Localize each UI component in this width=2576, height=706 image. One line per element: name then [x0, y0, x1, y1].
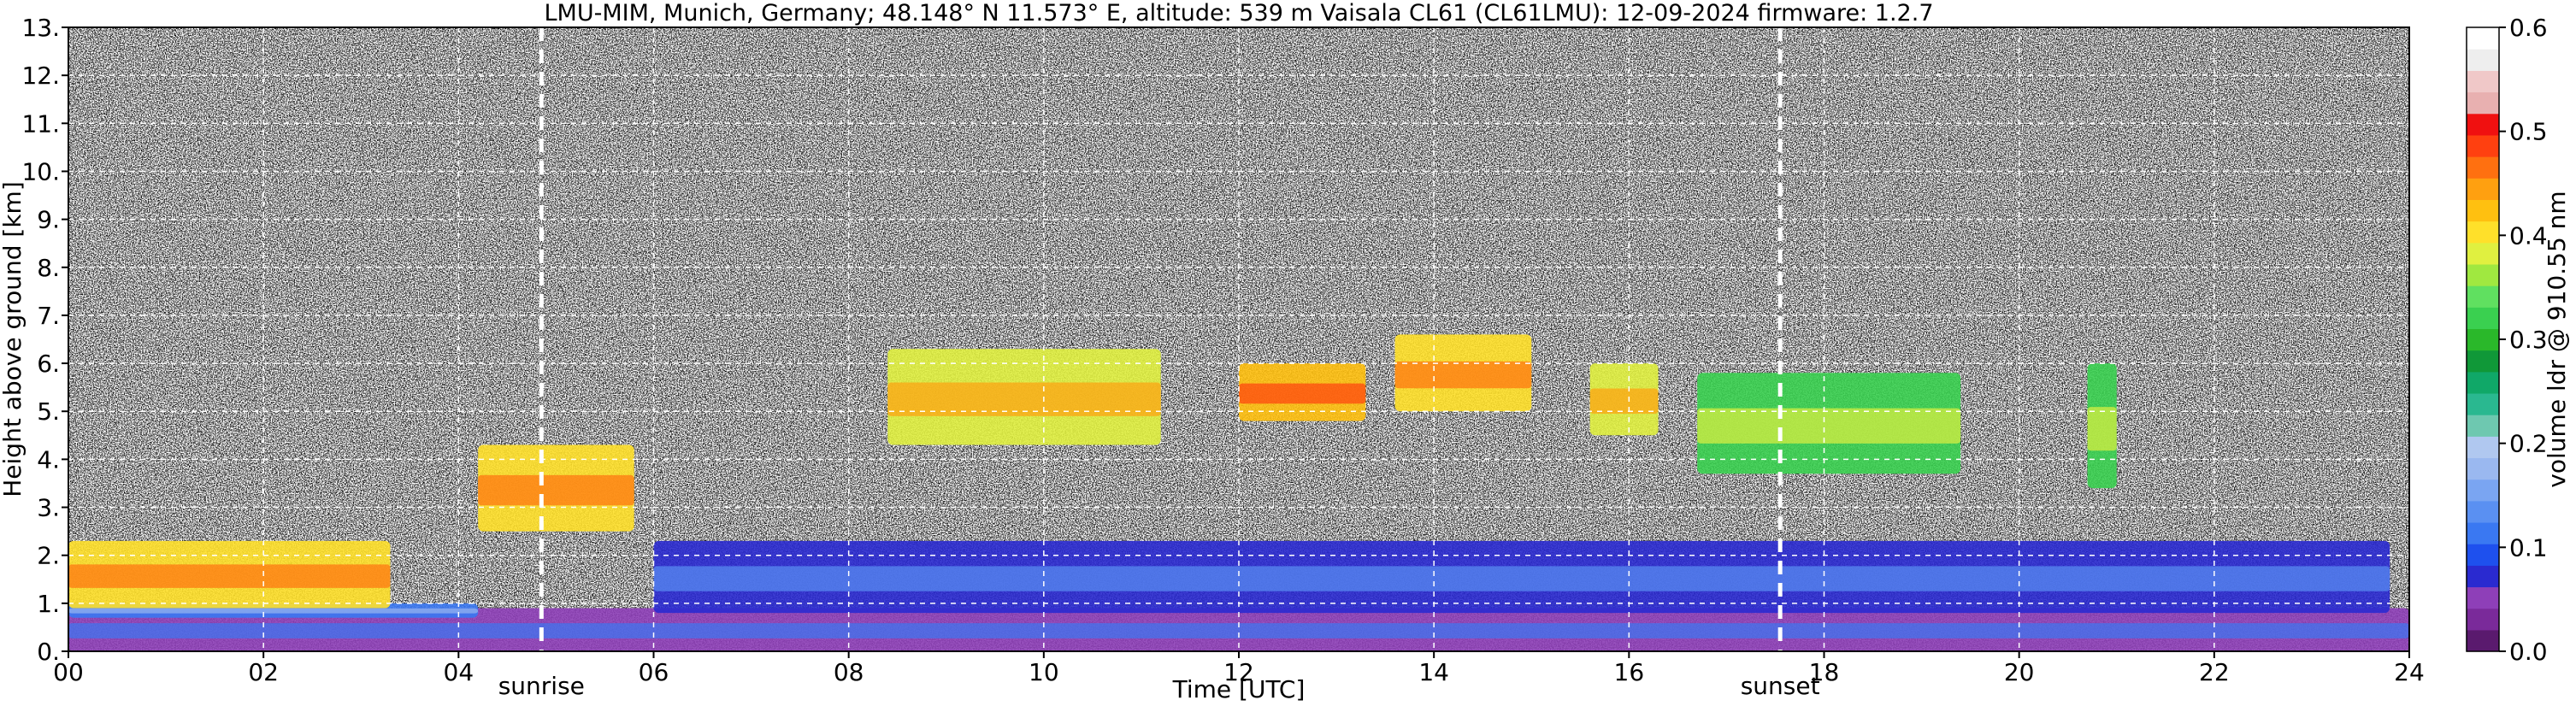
y-tick-label: 11.: [21, 109, 60, 138]
x-tick-label: 02: [248, 658, 279, 686]
colorbar-tick-label: 0.3: [2509, 326, 2548, 354]
colorbar-block: [2467, 91, 2499, 115]
colorbar-block: [2467, 70, 2499, 93]
colorbar-tick-label: 0.6: [2509, 14, 2548, 42]
colorbar-tick-label: 0.1: [2509, 533, 2548, 562]
x-axis-label: Time [UTC]: [1172, 675, 1306, 703]
colorbar-block: [2467, 27, 2499, 50]
y-tick-label: 8.: [37, 254, 60, 282]
plot-area: [68, 27, 2409, 651]
colorbar-tick-label: 0.4: [2509, 221, 2548, 250]
region-morning-cloud: [478, 444, 634, 532]
y-tick-label: 2.: [37, 542, 60, 570]
colorbar-block: [2467, 521, 2499, 544]
x-axis-ticks: 00 02 04 06 08 10 12 14 16 18 20 22 24: [53, 651, 2425, 686]
x-tick-label: 06: [639, 658, 669, 686]
sunset-label: sunset: [1741, 672, 1820, 700]
colorbar-block: [2467, 263, 2499, 286]
colorbar-block: [2467, 565, 2499, 588]
sun-event-labels: sunrise sunset: [498, 672, 1820, 700]
colorbar-block: [2467, 242, 2499, 265]
x-tick-label: 04: [444, 658, 475, 686]
colorbar-block: [2467, 479, 2499, 502]
colorbar-block: [2467, 544, 2499, 566]
colorbar: 0.0 0.1 0.2 0.3 0.4 0.5 0.6 volume ldr @ 910.5…: [2466, 14, 2571, 666]
chart-title: LMU-MIM, Munich, Germany; 48.148° N 11.5…: [544, 0, 1933, 26]
colorbar-block: [2467, 586, 2499, 609]
colorbar-block: [2467, 285, 2499, 308]
y-tick-label: 0.: [37, 638, 60, 666]
colorbar-block: [2467, 629, 2499, 652]
colorbar-block: [2467, 49, 2499, 71]
y-tick-label: 1.: [37, 590, 60, 618]
x-tick-label: 14: [1418, 658, 1449, 686]
colorbar-block: [2467, 221, 2499, 244]
colorbar-block: [2467, 457, 2499, 480]
colorbar-block: [2467, 436, 2499, 459]
x-tick-label: 08: [834, 658, 864, 686]
y-tick-label: 3.: [37, 494, 60, 522]
y-axis-label: Height above ground [km]: [0, 181, 27, 497]
colorbar-blocks: [2467, 27, 2499, 652]
colorbar-block: [2467, 307, 2499, 330]
x-tick-label: 22: [2199, 658, 2230, 686]
y-tick-label: 10.: [21, 157, 60, 185]
grid-lines: [68, 27, 2409, 651]
colorbar-tick-label: 0.0: [2509, 638, 2548, 666]
x-tick-label: 24: [2394, 658, 2425, 686]
x-tick-label: 12: [1223, 658, 1254, 686]
y-tick-label: 4.: [37, 445, 60, 474]
colorbar-block: [2467, 500, 2499, 523]
colorbar-block: [2467, 178, 2499, 200]
colorbar-block: [2467, 392, 2499, 415]
region-cirrus-1: [887, 349, 1161, 445]
region-cirrus-3: [1394, 334, 1532, 412]
colorbar-label: volume ldr @ 910.55 nm: [2543, 191, 2571, 487]
sun-event-lines: [539, 27, 1783, 651]
colorbar-block: [2467, 608, 2499, 631]
colorbar-block: [2467, 113, 2499, 136]
colorbar-block: [2467, 134, 2499, 157]
region-aerosol-layer-night: [68, 540, 391, 609]
colorbar-tick-label: 0.5: [2509, 118, 2548, 146]
y-tick-label: 13.: [21, 14, 60, 42]
x-tick-label: 00: [53, 658, 84, 686]
x-tick-label: 16: [1614, 658, 1645, 686]
x-tick-label: 10: [1029, 658, 1059, 686]
region-evening-boundary-layer: [653, 540, 2390, 614]
sunrise-label: sunrise: [498, 672, 585, 700]
colorbar-block: [2467, 371, 2499, 394]
y-tick-label: 6.: [37, 350, 60, 378]
y-tick-label: 12.: [21, 62, 60, 90]
x-tick-label: 18: [1809, 658, 1840, 686]
y-axis-ticks: 0. 1. 2. 3. 4. 5. 6. 7. 8. 9. 10. 11. 12. 13.: [21, 14, 68, 666]
x-tick-label: 20: [2004, 658, 2035, 686]
colorbar-block: [2467, 156, 2499, 179]
y-tick-label: 5.: [37, 397, 60, 426]
y-tick-label: 7.: [37, 302, 60, 330]
region-cirrus-2: [1239, 363, 1366, 421]
colorbar-block: [2467, 415, 2499, 437]
colorbar-block: [2467, 328, 2499, 351]
colorbar-block: [2467, 199, 2499, 222]
colorbar-block: [2467, 350, 2499, 373]
y-tick-label: 9.: [37, 206, 60, 234]
region-cirrus-6: [2087, 363, 2117, 489]
colorbar-ticks: 0.0 0.1 0.2 0.3 0.4 0.5 0.6: [2499, 14, 2548, 666]
region-cirrus-5: [1697, 373, 1961, 474]
region-cirrus-4: [1589, 363, 1659, 436]
colorbar-tick-label: 0.2: [2509, 430, 2548, 458]
